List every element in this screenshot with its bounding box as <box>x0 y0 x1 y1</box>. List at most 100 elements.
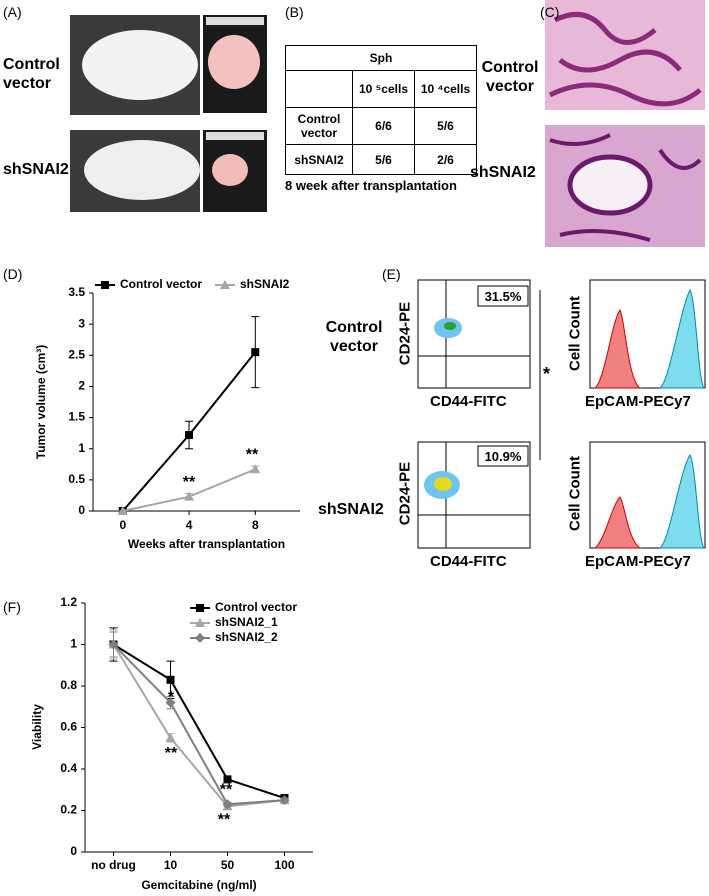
panel-label: (E) <box>382 266 401 282</box>
cell: 5/6 <box>414 107 477 145</box>
tissue <box>567 154 653 216</box>
panel-label: (D) <box>3 266 23 282</box>
row-label: Control vector <box>481 59 539 95</box>
y-tick-label: 0 <box>70 844 77 858</box>
ruler <box>206 132 264 140</box>
marker <box>279 795 290 806</box>
x-axis-label: Weeks after transplantation <box>128 537 285 551</box>
annotation: ** <box>246 446 259 463</box>
x-tick-label: 8 <box>252 518 259 532</box>
cells <box>444 322 456 330</box>
table: Sph 10 ⁵cells 10 ⁴cells Control vector 6/6… <box>285 45 477 175</box>
table-header: Sph <box>285 45 477 71</box>
legend-label: shSNAI2_1 <box>215 615 278 629</box>
significance: * <box>543 364 551 384</box>
x-tick-label: 4 <box>186 518 193 532</box>
tumor <box>212 154 248 186</box>
flow-row <box>417 441 706 549</box>
marker <box>195 618 205 627</box>
panel-label: (B) <box>285 4 304 20</box>
legend-label: Control vector <box>215 600 297 614</box>
axis-label: Cell Count <box>566 296 584 371</box>
tumor <box>208 35 260 89</box>
caption: 8 week after transplantation <box>285 178 457 193</box>
legend-label: shSNAI2 <box>240 277 290 291</box>
hist <box>593 496 642 549</box>
x-axis-label: Gemcitabine (ng/ml) <box>141 878 256 892</box>
tissue <box>549 133 702 242</box>
marker <box>195 633 205 643</box>
flow-row <box>417 279 706 389</box>
marker <box>165 697 176 708</box>
y-axis-label: Tumor volume (cm³) <box>34 345 48 459</box>
y-tick-label: 0.8 <box>60 678 77 692</box>
column-header: 10 ⁴cells <box>414 70 477 108</box>
annotation: ** <box>165 745 178 762</box>
annotation: ** <box>220 781 233 798</box>
y-tick-label: 1.2 <box>60 595 77 609</box>
percent: 10.9% <box>484 449 522 464</box>
legend-label: Control vector <box>120 277 202 291</box>
row-label: shSNAI2 <box>318 501 384 518</box>
row-label: Control vector <box>325 319 383 355</box>
axis-label: EpCAM-PECy7 <box>585 553 691 570</box>
y-tick-label: 1.5 <box>68 410 85 424</box>
y-tick-label: 0.5 <box>68 472 85 486</box>
x-tick-label: 50 <box>221 858 235 872</box>
annotation: ** <box>218 812 231 829</box>
cell: shSNAI2 <box>285 144 353 175</box>
marker <box>223 775 232 784</box>
legend-label: shSNAI2_2 <box>215 630 278 644</box>
marker <box>117 506 128 515</box>
cell: 5/6 <box>352 144 415 175</box>
percent: 31.5% <box>484 289 522 304</box>
row-label: Control vector <box>3 56 60 92</box>
y-tick-label: 0.2 <box>60 803 77 817</box>
x-tick-label: no drug <box>91 858 136 872</box>
axis-label: CD44-FITC <box>430 553 507 570</box>
mouse <box>84 140 200 200</box>
y-tick-label: 2.5 <box>68 347 85 361</box>
y-axis-label: Viability <box>30 704 44 750</box>
cells <box>434 477 452 491</box>
marker <box>251 348 260 357</box>
y-tick-label: 1 <box>70 637 77 651</box>
percent-box <box>477 445 529 467</box>
series-line <box>112 643 285 806</box>
axis-label: EpCAM-PECy7 <box>585 393 691 410</box>
series-line <box>112 643 285 808</box>
marker <box>165 732 176 742</box>
marker <box>220 280 230 289</box>
marker <box>250 464 261 474</box>
axis-label: CD44-FITC <box>430 393 507 410</box>
hist <box>593 309 642 389</box>
y-tick-label: 0 <box>78 503 85 517</box>
cell: Control vector <box>285 107 353 145</box>
marker <box>108 639 119 650</box>
cell: 2/6 <box>414 144 477 175</box>
axis-label: CD24-PE <box>396 301 414 366</box>
panel-label: (F) <box>3 599 21 615</box>
tissue <box>548 11 702 107</box>
panel-label: (C) <box>540 4 560 20</box>
marker <box>166 675 175 684</box>
marker <box>196 604 204 612</box>
y-tick-label: 0.4 <box>60 761 77 775</box>
column-header: 10 ⁵cells <box>352 70 415 108</box>
row-label: shSNAI2 <box>3 161 69 178</box>
row-label: shSNAI2 <box>470 164 536 181</box>
y-tick-label: 1 <box>78 441 85 455</box>
hist <box>658 288 705 389</box>
y-tick-label: 3.5 <box>68 285 85 299</box>
percent-box <box>477 285 529 307</box>
y-tick-label: 2 <box>78 379 85 393</box>
ruler <box>206 17 264 25</box>
annotation: ** <box>183 474 196 491</box>
marker <box>101 281 109 289</box>
marker <box>222 799 233 810</box>
axis-label: Cell Count <box>566 456 584 531</box>
cell: 6/6 <box>352 107 415 145</box>
axis-label: CD24-PE <box>396 461 414 526</box>
